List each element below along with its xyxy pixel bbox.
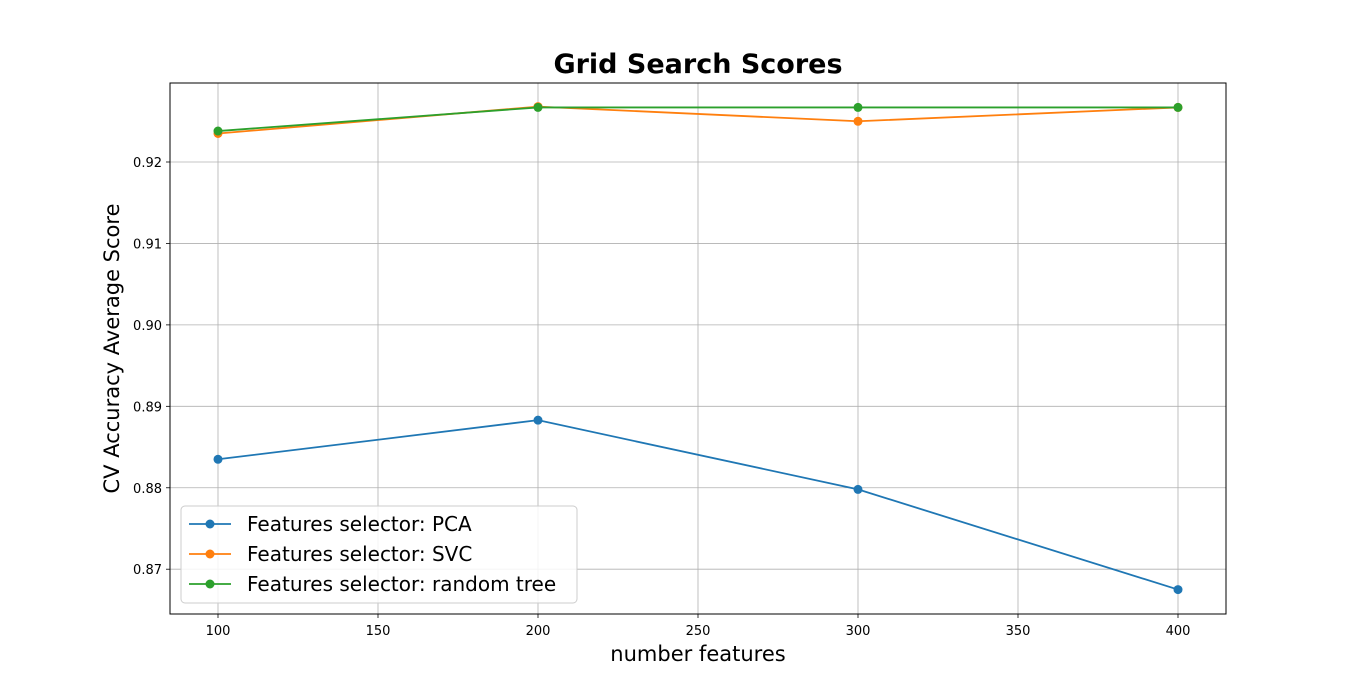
y-tick-label: 0.87	[133, 563, 162, 578]
series-2-point	[853, 102, 863, 112]
x-tick-label: 150	[366, 624, 391, 639]
series-0-point	[853, 484, 863, 494]
x-axis-label: number features	[610, 642, 785, 666]
x-tick-label: 350	[1006, 624, 1031, 639]
legend-label: Features selector: PCA	[247, 512, 472, 536]
series-2-point	[213, 126, 223, 136]
y-axis-ticks: 0.87 0.88 0.89 0.90 0.91 0.92	[133, 156, 170, 578]
x-tick-label: 400	[1166, 624, 1191, 639]
y-tick-label: 0.88	[133, 482, 162, 497]
x-tick-label: 300	[846, 624, 871, 639]
series-0-point	[1173, 585, 1183, 595]
y-tick-label: 0.89	[133, 400, 162, 415]
y-tick-label: 0.92	[133, 156, 162, 171]
series-2-point	[533, 102, 543, 112]
y-axis-label: CV Accuracy Average Score	[100, 204, 124, 494]
series-line-2	[217, 106, 1178, 132]
chart-title: Grid Search Scores	[553, 49, 842, 80]
x-tick-label: 200	[526, 624, 551, 639]
y-tick-label: 0.91	[133, 237, 162, 252]
legend-marker	[205, 579, 215, 589]
series-0-point	[533, 415, 543, 425]
series-line-0	[217, 419, 1179, 591]
series-1-point	[853, 116, 863, 126]
x-tick-label: 100	[206, 624, 231, 639]
x-axis-ticks: 100 150 200 250 300 350 400	[206, 614, 1191, 639]
series-0-point	[213, 454, 223, 464]
y-tick-label: 0.90	[133, 319, 162, 334]
series-layer	[213, 102, 1183, 595]
legend-marker	[205, 519, 215, 529]
legend-label: Features selector: SVC	[247, 542, 472, 566]
legend-marker	[205, 549, 215, 559]
legend-label: Features selector: random tree	[247, 572, 556, 596]
series-2-point	[1173, 102, 1183, 112]
legend: Features selector: PCA Features selector:…	[180, 505, 578, 604]
legend-box	[180, 505, 578, 604]
x-tick-label: 250	[686, 624, 711, 639]
